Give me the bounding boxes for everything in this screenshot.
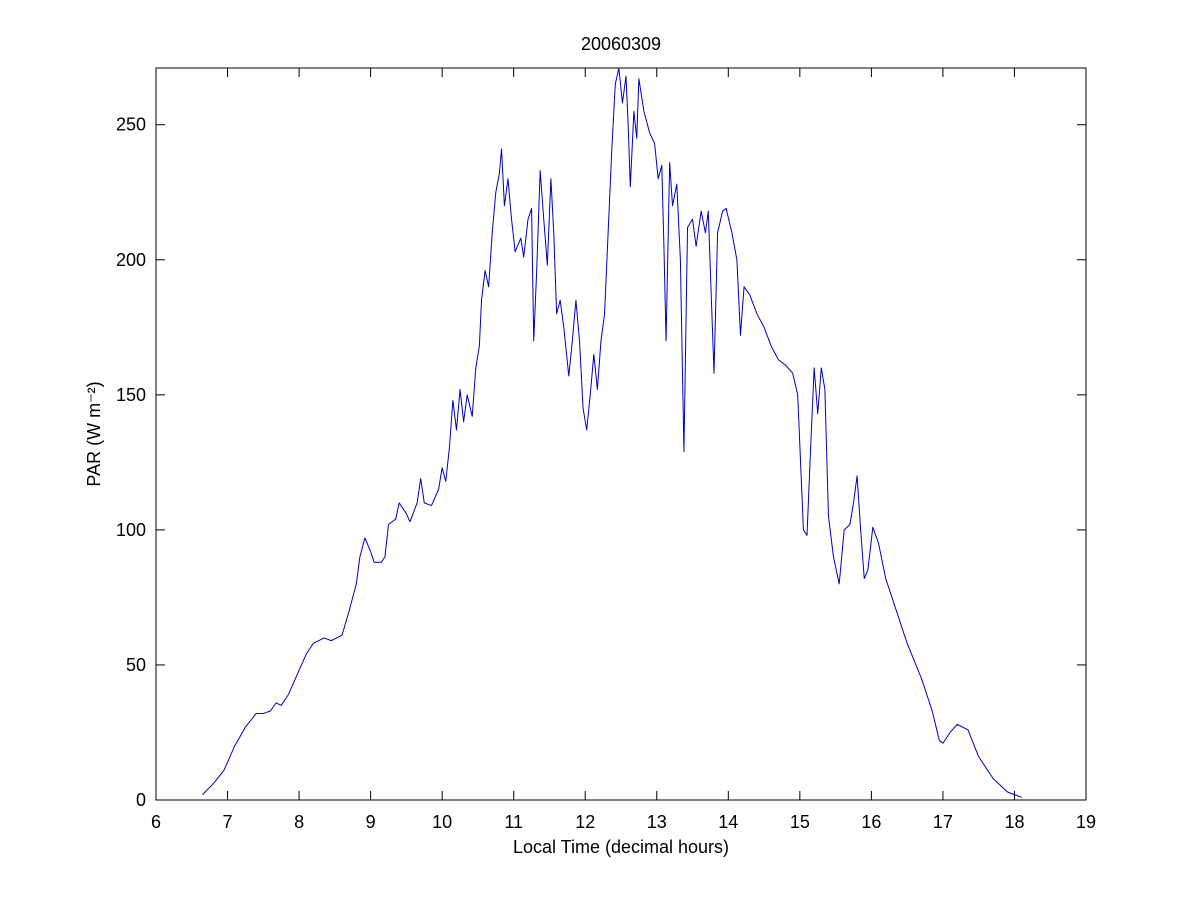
plot-frame (155, 67, 1087, 801)
x-tick-label: 9 (366, 812, 376, 832)
y-tick-label: 150 (116, 385, 146, 405)
x-axis-label: Local Time (decimal hours) (513, 837, 729, 857)
chart-title: 20060309 (581, 34, 661, 54)
x-tick-label: 14 (718, 812, 738, 832)
x-tick-label: 19 (1076, 812, 1096, 832)
x-tick-label: 17 (933, 812, 953, 832)
x-tick-label: 7 (223, 812, 233, 832)
x-tick-label: 16 (861, 812, 881, 832)
x-tick-label: 18 (1004, 812, 1024, 832)
data-line (202, 67, 1022, 798)
x-tick-label: 8 (294, 812, 304, 832)
x-tick-label: 12 (575, 812, 595, 832)
y-tick-label: 250 (116, 115, 146, 135)
x-tick-label: 13 (647, 812, 667, 832)
x-tick-label: 6 (151, 812, 161, 832)
y-axis-label: PAR (W m⁻²) (84, 381, 104, 486)
x-tick-label: 15 (790, 812, 810, 832)
y-tick-label: 200 (116, 250, 146, 270)
y-tick-label: 50 (126, 655, 146, 675)
y-tick-label: 100 (116, 520, 146, 540)
x-tick-label: 10 (432, 812, 452, 832)
x-tick-label: 11 (504, 812, 523, 832)
y-tick-label: 0 (136, 790, 146, 810)
